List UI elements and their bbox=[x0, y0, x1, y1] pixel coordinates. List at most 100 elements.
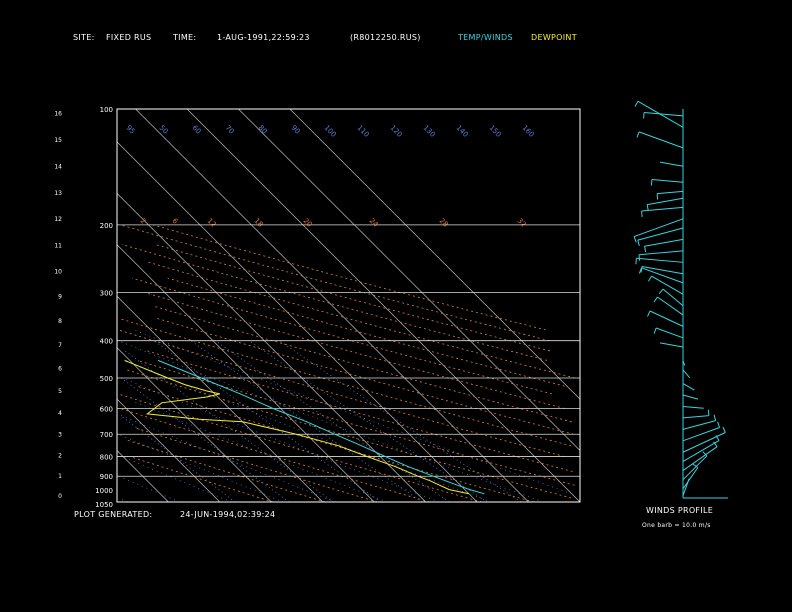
dry-adiabat-line bbox=[118, 318, 572, 447]
dry-adiabat-line bbox=[118, 329, 565, 457]
pseudo-adiabat-line bbox=[123, 360, 492, 503]
file-name: (R8012250.RUS) bbox=[350, 33, 421, 42]
dry-adiabat-line bbox=[137, 360, 575, 486]
wind-barb bbox=[644, 112, 684, 117]
pressure-tick-label: 500 bbox=[100, 375, 113, 383]
km-tick-label: 8 bbox=[58, 318, 62, 325]
mixing-ratio-label-mid: 24 bbox=[368, 217, 380, 229]
isotherm-line bbox=[116, 193, 426, 503]
wind-barb-flag bbox=[653, 296, 658, 303]
wind-barb bbox=[636, 257, 684, 263]
mixing-ratio-label: 60 bbox=[191, 124, 203, 136]
mixing-ratio-label: 90 bbox=[290, 124, 302, 136]
dry-adiabat-line bbox=[130, 456, 274, 503]
mixing-ratio-label: 50 bbox=[158, 124, 170, 136]
wind-barb-flag bbox=[637, 239, 640, 247]
pressure-tick-label: 1050 bbox=[95, 501, 113, 509]
km-tick-label: 5 bbox=[58, 388, 62, 395]
pressure-tick-label: 1000 bbox=[95, 487, 113, 495]
site-value: FIXED RUS bbox=[106, 33, 152, 42]
mixing-ratio-label-mid: 2 bbox=[139, 217, 148, 226]
pressure-tick-label: 700 bbox=[100, 431, 113, 439]
mixing-ratio-line bbox=[190, 340, 423, 503]
km-tick-label: 11 bbox=[54, 243, 62, 250]
dry-adiabat-lines bbox=[118, 224, 575, 503]
wind-barb bbox=[657, 190, 684, 195]
mixing-ratio-label: 140 bbox=[455, 124, 470, 139]
wind-barb-flag bbox=[643, 112, 645, 119]
dewpoint-series-line bbox=[124, 359, 470, 495]
wind-barb bbox=[682, 369, 691, 379]
isobar-lines bbox=[117, 224, 580, 477]
wind-barb bbox=[682, 383, 695, 391]
km-tick-label: 12 bbox=[54, 216, 62, 223]
wind-barb bbox=[659, 161, 684, 167]
pressure-tick-label: 100 bbox=[100, 106, 113, 114]
plot-generated-value: 24-JUN-1994,02:39:24 bbox=[180, 510, 276, 519]
wind-barb-flag bbox=[717, 421, 721, 428]
wind-profile-panel bbox=[633, 100, 728, 499]
pressure-tick-label: 300 bbox=[100, 290, 113, 298]
wind-barb-flag bbox=[713, 414, 717, 421]
wind-barb bbox=[638, 250, 684, 256]
wind-barb bbox=[649, 310, 684, 327]
time-value: 1-AUG-1991,22:59:23 bbox=[217, 33, 310, 42]
km-tick-label: 7 bbox=[58, 342, 62, 349]
wind-barb-flag bbox=[658, 288, 664, 295]
wind-barb-flag bbox=[644, 246, 647, 253]
wind-barb bbox=[655, 327, 684, 339]
pressure-tick-label: 600 bbox=[100, 405, 113, 413]
wind-barb-flag bbox=[707, 409, 710, 416]
dry-adiabat-line bbox=[136, 427, 378, 503]
km-tick-label: 2 bbox=[58, 452, 62, 459]
mixing-ratio-label-mid: 32 bbox=[516, 217, 528, 229]
pressure-tick-label: 200 bbox=[100, 222, 113, 230]
dry-adiabat-line bbox=[118, 393, 483, 503]
site-label: SITE: bbox=[73, 33, 95, 42]
km-tick-label: 4 bbox=[58, 410, 62, 417]
km-tick-label: 13 bbox=[54, 190, 62, 197]
wind-barb bbox=[641, 266, 684, 275]
isotherm-line bbox=[116, 347, 272, 503]
isotherm-line bbox=[116, 398, 221, 503]
dry-adiabat-line bbox=[155, 244, 550, 352]
wind-barb-flag bbox=[640, 266, 643, 273]
wind-barb-flag bbox=[634, 101, 639, 107]
wind-barb bbox=[637, 227, 684, 241]
mixing-ratio-label: 130 bbox=[422, 124, 437, 139]
isotherm-line bbox=[135, 108, 529, 503]
wind-barb bbox=[682, 394, 699, 400]
km-tick-label: 15 bbox=[54, 137, 62, 144]
wind-barb bbox=[647, 197, 684, 206]
mixing-ratio-label: 150 bbox=[488, 124, 503, 139]
plot-generated-label: PLOT GENERATED: bbox=[74, 510, 153, 519]
mixing-ratio-label: 70 bbox=[224, 124, 236, 136]
mixing-ratio-label-mid: 12 bbox=[206, 217, 218, 229]
mixing-ratio-line bbox=[278, 340, 522, 503]
isotherm-line bbox=[238, 108, 581, 451]
mixing-ratio-label: 120 bbox=[389, 124, 404, 139]
isotherm-line bbox=[186, 108, 581, 503]
mixing-ratio-label: 95 bbox=[125, 124, 137, 136]
dry-adiabat-line bbox=[152, 224, 546, 331]
isotherm-line bbox=[289, 108, 581, 400]
pseudo-adiabat-line bbox=[122, 456, 232, 503]
wind-barb bbox=[682, 440, 720, 462]
mixing-ratio-label-mid: 6 bbox=[171, 217, 180, 226]
pressure-tick-label: 400 bbox=[100, 338, 113, 346]
wind-barb bbox=[651, 275, 684, 295]
mixing-ratio-label: 160 bbox=[521, 124, 536, 139]
km-tick-label: 1 bbox=[58, 473, 62, 480]
wind-barb-flag bbox=[633, 236, 637, 243]
km-tick-label: 10 bbox=[54, 268, 62, 275]
wind-barb-flag bbox=[650, 179, 653, 186]
axis-labels: 1002003004005006007008009001000105001234… bbox=[54, 106, 536, 509]
mixing-ratio-line bbox=[215, 340, 450, 503]
dry-adiabat-line bbox=[120, 224, 550, 342]
km-tick-label: 3 bbox=[58, 431, 62, 438]
winds-profile-note: One barb = 10.0 m/s bbox=[642, 522, 711, 529]
wind-barb bbox=[633, 218, 684, 238]
wind-barb bbox=[662, 288, 684, 307]
wind-barb bbox=[682, 455, 708, 481]
